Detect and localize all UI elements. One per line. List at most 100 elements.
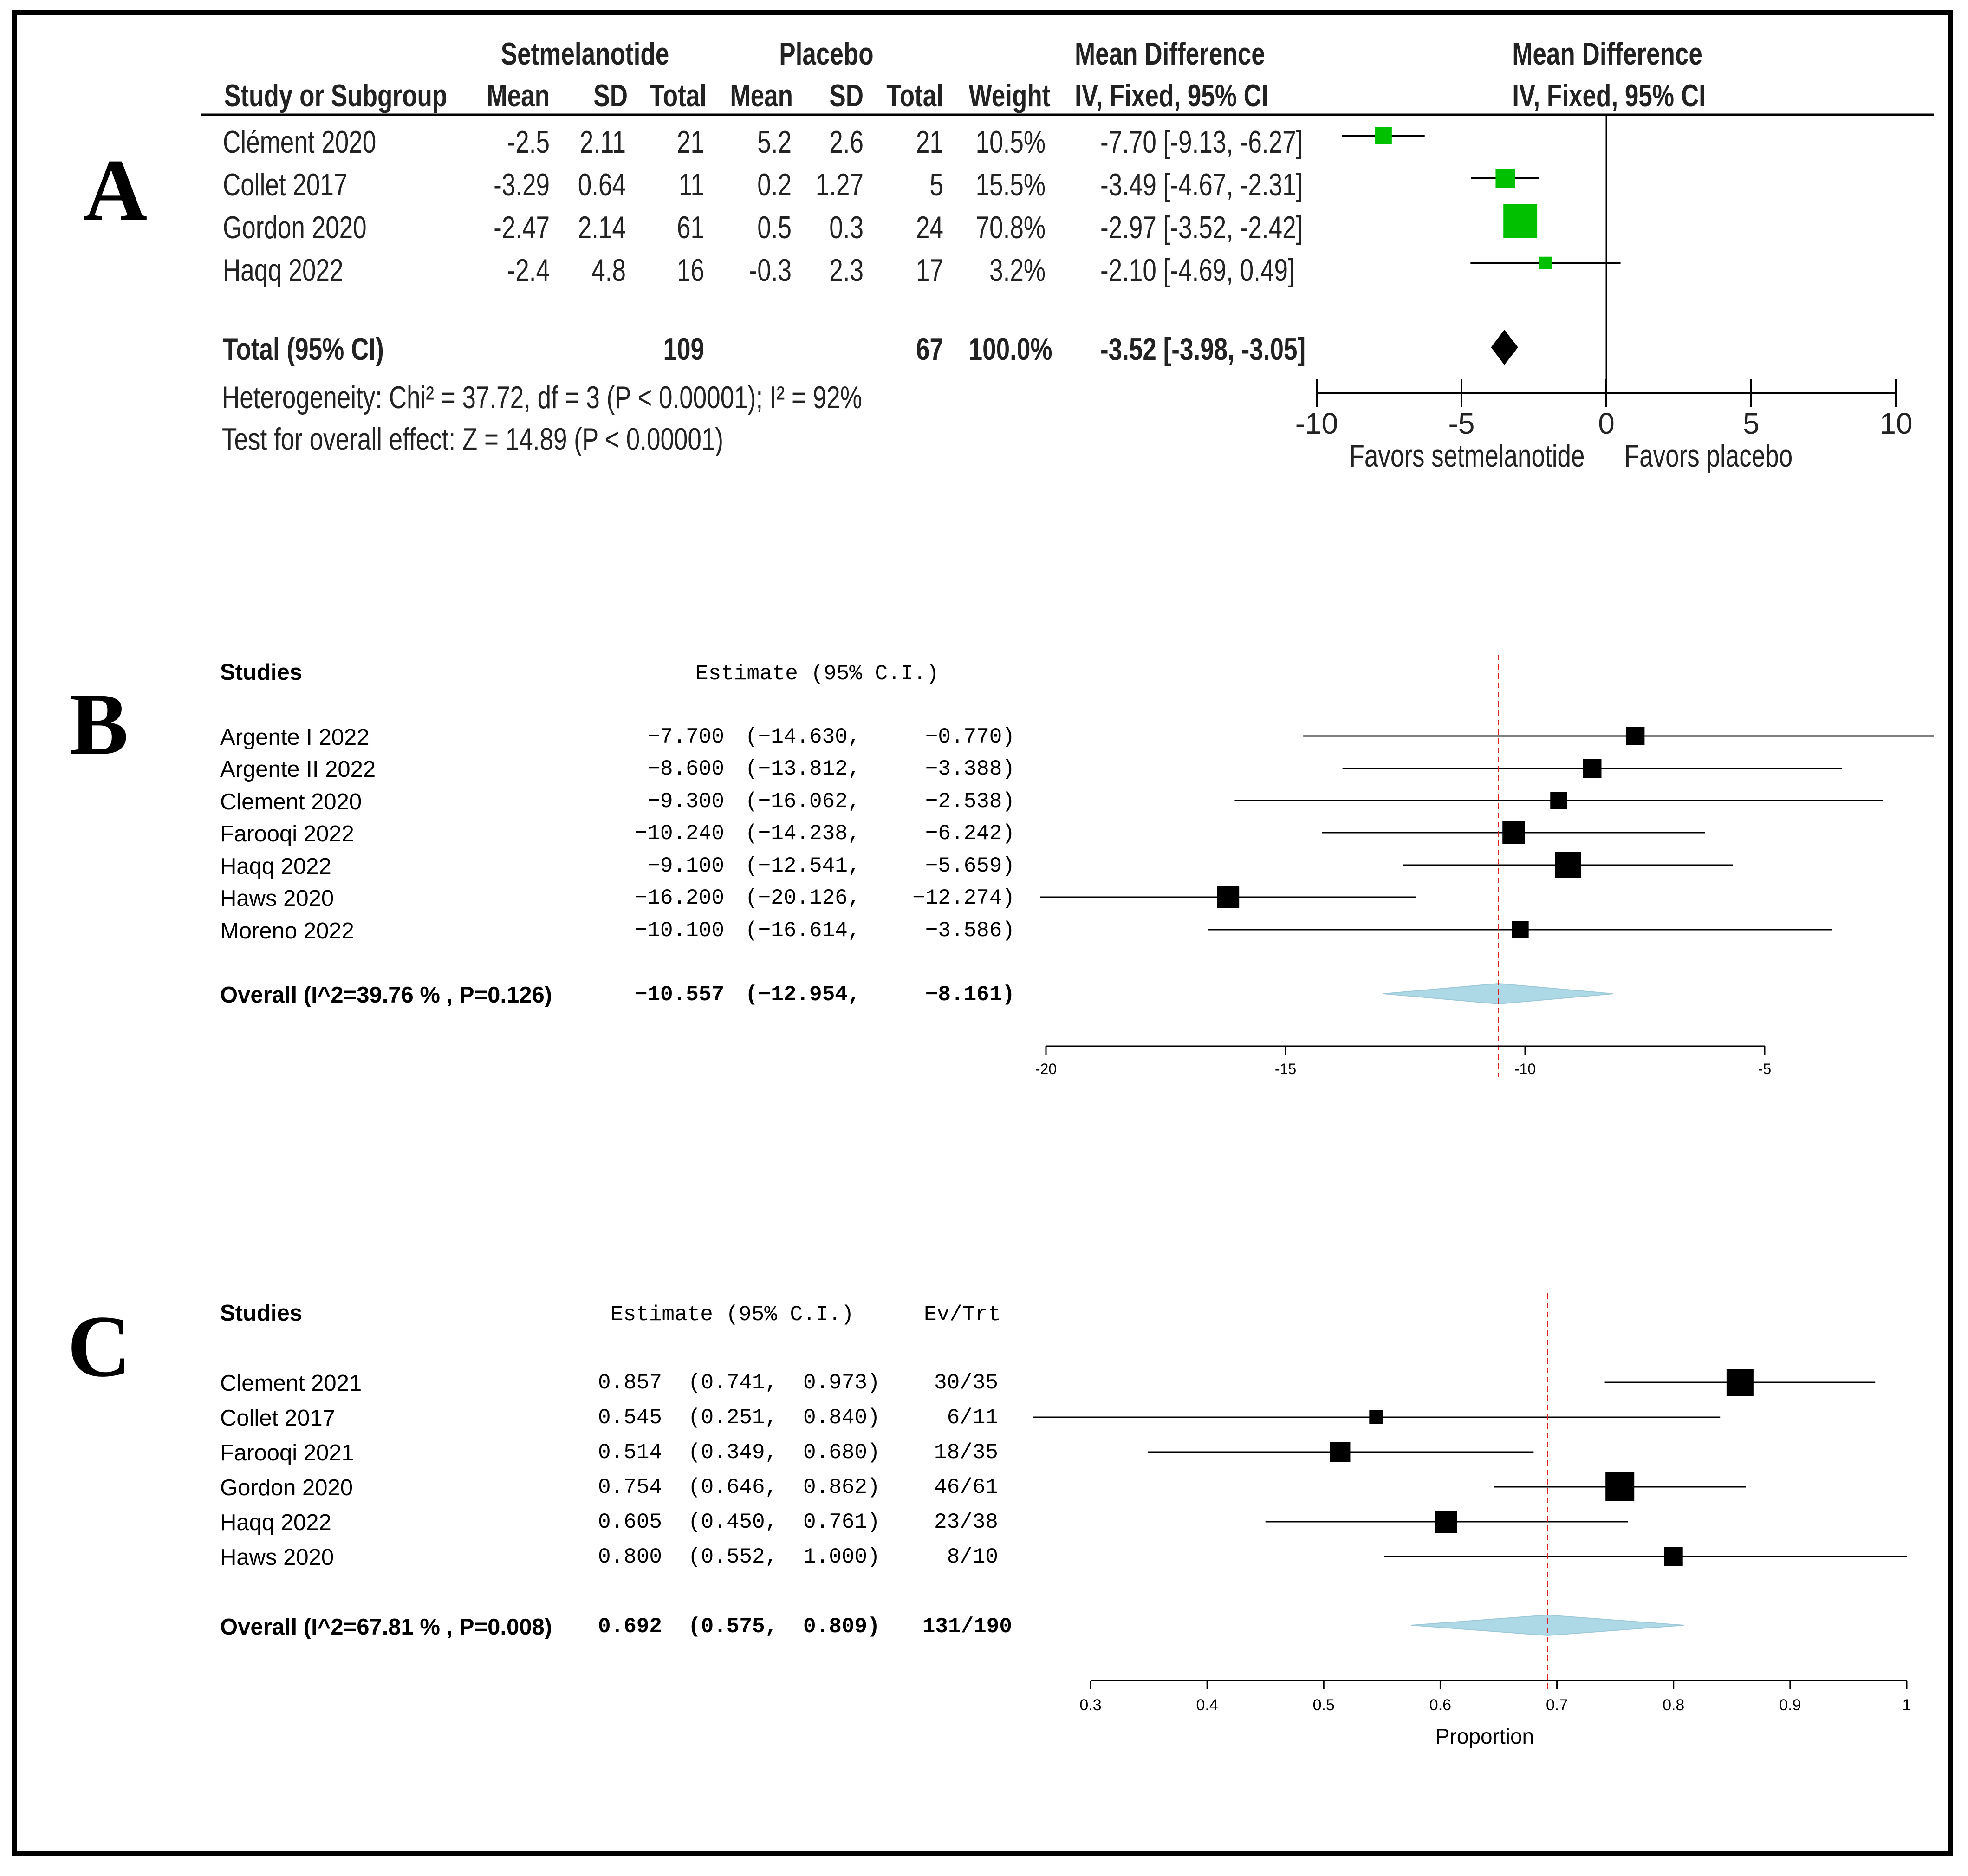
b-overall-label: Overall (I^2=39.76 % , P=0.126) <box>220 983 552 1008</box>
b-point-marker <box>1583 759 1602 778</box>
c-overall-upper: 0.809) <box>803 1615 880 1639</box>
a-overall-effect: Test for overall effect: Z = 14.89 (P < … <box>222 422 724 457</box>
a-heterogeneity: Heterogeneity: Chi² = 37.72, df = 3 (P <… <box>222 380 862 415</box>
c-row-lower: (0.349, <box>688 1440 778 1465</box>
a-header-total1: Total <box>650 78 707 113</box>
a-total-n2: 67 <box>916 332 943 367</box>
a-row-m1: -2.47 <box>494 210 550 245</box>
b-x-tick-label: -10 <box>1514 1061 1536 1077</box>
a-row-study: Gordon 2020 <box>223 210 367 245</box>
c-header-evtrt: Ev/Trt <box>924 1303 1001 1327</box>
b-row-upper: −3.388) <box>925 757 1015 781</box>
a-point-marker <box>1503 204 1538 238</box>
c-point-marker <box>1605 1472 1635 1501</box>
c-x-tick-label: 0.5 <box>1313 1696 1335 1714</box>
c-overall-lower: (0.575, <box>688 1615 778 1639</box>
c-overall-evtrt: 131/190 <box>922 1615 1012 1639</box>
c-x-tick-label: 0.9 <box>1779 1696 1801 1714</box>
a-row-sd2: 2.3 <box>829 253 864 288</box>
a-favors-right: Favors placebo <box>1624 438 1793 474</box>
b-x-tick-label: -15 <box>1275 1061 1296 1077</box>
b-x-tick-label: -5 <box>1758 1061 1771 1077</box>
a-row-study: Collet 2017 <box>223 167 348 202</box>
c-row-evtrt: 30/35 <box>934 1371 998 1395</box>
c-x-tick-label: 1 <box>1903 1696 1911 1714</box>
b-point-marker <box>1626 727 1645 745</box>
c-row-study: Gordon 2020 <box>220 1475 353 1500</box>
b-row-upper: −2.538) <box>925 789 1015 814</box>
a-row-n1: 21 <box>677 124 704 160</box>
c-point-marker <box>1664 1547 1683 1566</box>
c-row-upper: 0.761) <box>803 1510 880 1534</box>
a-row-sd2: 2.6 <box>829 124 864 160</box>
c-row-evtrt: 8/10 <box>947 1545 998 1569</box>
b-point-marker <box>1555 852 1581 878</box>
c-row-lower: (0.646, <box>688 1475 778 1499</box>
b-row-lower: (−14.238, <box>745 821 861 846</box>
b-row-study: Argente II 2022 <box>220 757 376 782</box>
a-row-n2: 17 <box>916 253 943 288</box>
a-row-sd2: 0.3 <box>829 210 864 245</box>
c-row-estimate: 0.857 <box>598 1371 662 1395</box>
a-row-weight: 15.5% <box>975 167 1046 202</box>
c-row-study: Haqq 2022 <box>220 1510 331 1535</box>
b-overall-lower: (−12.954, <box>745 983 861 1007</box>
c-row-lower: (0.741, <box>688 1371 778 1395</box>
a-header-weight: Weight <box>968 78 1051 113</box>
b-row-lower: (−16.062, <box>745 789 861 814</box>
a-point-marker <box>1495 169 1515 188</box>
b-point-marker <box>1502 821 1525 844</box>
c-row-lower: (0.251, <box>688 1406 778 1430</box>
c-row-study: Clement 2021 <box>220 1371 362 1396</box>
b-header-studies: Studies <box>220 660 302 685</box>
a-header-plot-top: Mean Difference <box>1512 36 1702 72</box>
c-point-marker <box>1435 1511 1457 1533</box>
a-header-total2: Total <box>886 78 943 113</box>
a-row-n2: 21 <box>916 124 943 160</box>
a-row-n2: 24 <box>916 210 943 245</box>
c-header-estimate: Estimate (95% C.I.) <box>611 1303 854 1327</box>
a-row-m2: 0.2 <box>757 167 792 202</box>
b-point-marker <box>1550 792 1567 809</box>
a-total-label: Total (95% CI) <box>223 332 384 367</box>
a-header-group1: Setmelanotide <box>500 36 669 72</box>
b-row-estimate: −9.300 <box>647 789 724 814</box>
panel-b-forest-plot: -20 -15 -10 -5 <box>1035 655 1934 1077</box>
a-x-tick-label: 5 <box>1743 407 1760 440</box>
c-overall-estimate: 0.692 <box>598 1615 662 1639</box>
b-row-estimate: −9.100 <box>647 854 724 878</box>
b-row-estimate: −7.700 <box>647 725 724 749</box>
c-header-studies: Studies <box>220 1301 302 1326</box>
b-row-study: Haws 2020 <box>220 886 334 911</box>
a-row-sd1: 4.8 <box>591 253 626 288</box>
c-row-upper: 0.862) <box>803 1475 880 1499</box>
b-row-upper: −6.242) <box>925 821 1015 846</box>
a-row-sd2: 1.27 <box>815 167 864 202</box>
b-row-lower: (−13.812, <box>745 757 861 781</box>
c-x-tick-label: 0.4 <box>1196 1696 1218 1714</box>
b-row-study: Clement 2020 <box>220 789 362 814</box>
c-row-evtrt: 23/38 <box>934 1510 998 1534</box>
c-overall-diamond <box>1411 1614 1684 1636</box>
a-row-m2: 0.5 <box>757 210 792 245</box>
b-row-upper: −12.274) <box>912 886 1015 910</box>
a-favors-left: Favors setmelanotide <box>1349 438 1585 474</box>
c-row-study: Haws 2020 <box>220 1545 334 1570</box>
c-row-lower: (0.552, <box>688 1545 778 1569</box>
b-point-marker <box>1512 921 1529 938</box>
c-row-study: Collet 2017 <box>220 1406 335 1431</box>
c-x-tick-label: 0.7 <box>1546 1696 1568 1714</box>
a-row-weight: 3.2% <box>989 253 1046 288</box>
panel-a-forest-plot: -10 -5 0 5 10 <box>201 113 1934 440</box>
a-total-weight: 100.0% <box>968 332 1052 367</box>
a-header-mean2: Mean <box>730 78 793 113</box>
a-point-marker <box>1375 127 1392 144</box>
b-row-lower: (−12.541, <box>745 854 861 878</box>
b-point-marker <box>1217 886 1240 908</box>
c-point-marker <box>1369 1410 1383 1424</box>
b-row-estimate: −16.200 <box>634 886 724 910</box>
c-row-estimate: 0.605 <box>598 1510 662 1534</box>
a-row-m1: -2.5 <box>507 124 550 160</box>
a-row-n1: 61 <box>677 210 704 245</box>
b-row-study: Haqq 2022 <box>220 854 331 879</box>
